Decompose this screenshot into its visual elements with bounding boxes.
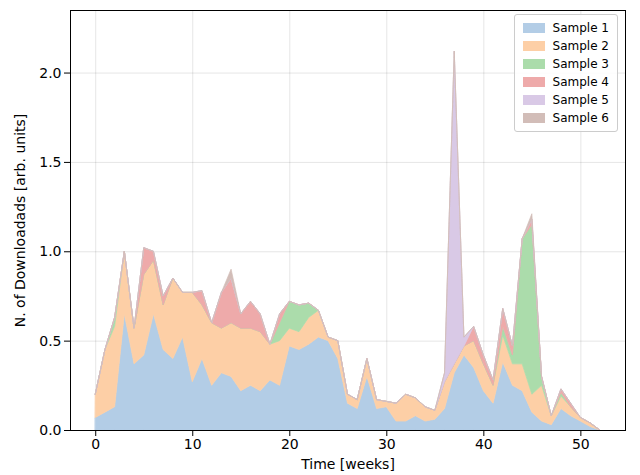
html-text:Sample 5: Sample 5 — [552, 93, 609, 107]
svg-text:2.0: 2.0 — [39, 65, 61, 81]
svg-text:30: 30 — [378, 436, 396, 452]
html-text:Sample 2: Sample 2 — [552, 39, 609, 53]
html-text:Sample 1: Sample 1 — [552, 21, 609, 35]
svg-text:0.5: 0.5 — [39, 333, 61, 349]
svg-text:40: 40 — [475, 436, 493, 452]
html-text:Sample 3: Sample 3 — [552, 57, 609, 71]
svg-text:1.0: 1.0 — [39, 243, 61, 259]
html-text:Sample 4: Sample 4 — [552, 75, 609, 89]
svg-text:10: 10 — [184, 436, 202, 452]
svg-text:20: 20 — [281, 436, 299, 452]
svg-text:50: 50 — [572, 436, 590, 452]
svg-text:N. of Downloadads [arb. units]: N. of Downloadads [arb. units] — [12, 114, 28, 328]
html-text:Sample 6: Sample 6 — [552, 111, 609, 125]
svg-text:Time [weeks]: Time [weeks] — [300, 456, 395, 472]
svg-text:0: 0 — [91, 436, 100, 452]
svg-text:1.5: 1.5 — [39, 154, 61, 170]
svg-text:0.0: 0.0 — [39, 422, 61, 438]
